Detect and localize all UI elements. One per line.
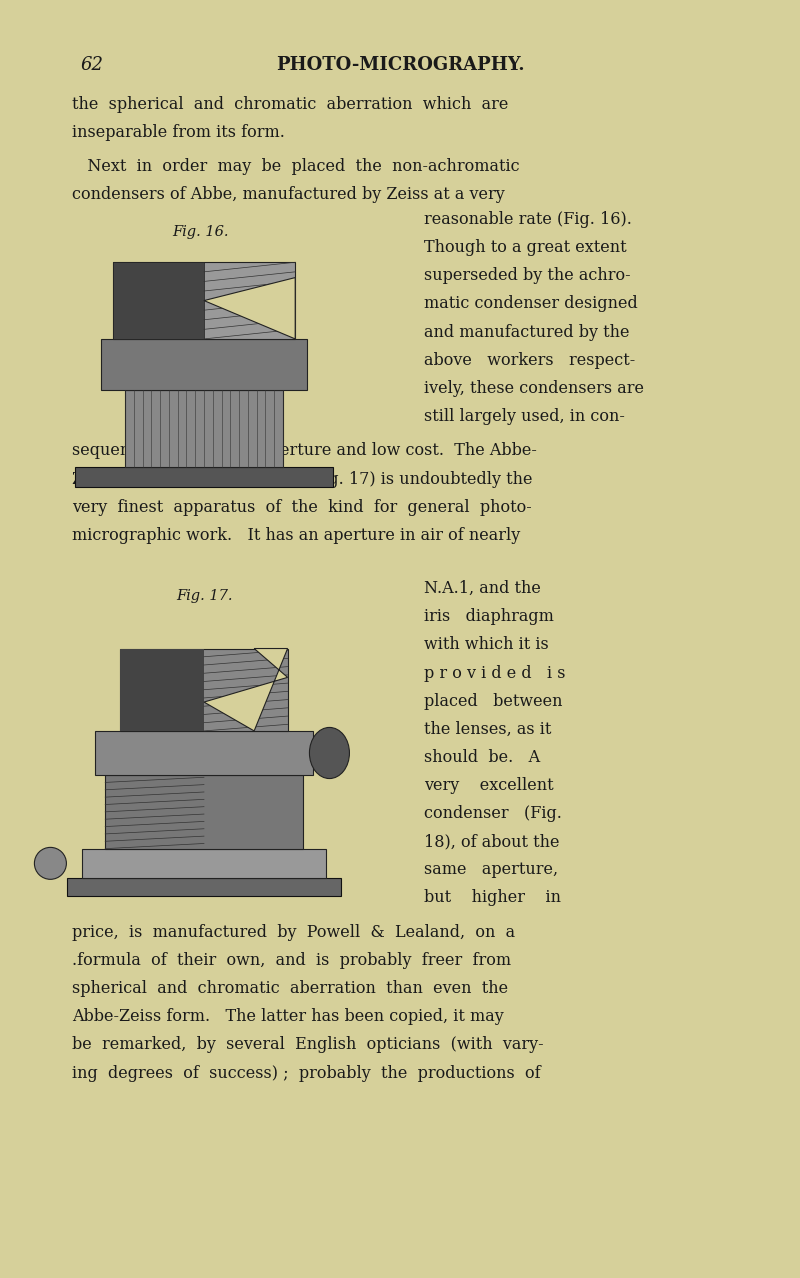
Text: p r o v i d e d   i s: p r o v i d e d i s [424,665,566,681]
Text: condenser   (Fig.: condenser (Fig. [424,805,562,822]
Text: same   aperture,: same aperture, [424,861,558,878]
Bar [67,878,341,896]
Text: and manufactured by the: and manufactured by the [424,323,630,341]
Bar [94,731,314,774]
Text: still largely used, in con-: still largely used, in con- [424,408,625,426]
Bar [113,262,295,339]
Ellipse shape [34,847,66,879]
Text: price,  is  manufactured  by  Powell  &  Lealand,  on  a: price, is manufactured by Powell & Leala… [72,924,515,941]
Text: placed   between: placed between [424,693,562,709]
Bar [82,849,326,878]
Text: ing  degrees  of  success) ;  probably  the  productions  of: ing degrees of success) ; probably the p… [72,1065,541,1081]
Text: very    excellent: very excellent [424,777,554,794]
Bar [125,390,283,466]
Text: sequence of their high aperture and low cost.  The Abbe-: sequence of their high aperture and low … [72,442,537,460]
Ellipse shape [310,727,350,778]
Text: Fig. 16.: Fig. 16. [172,225,228,239]
Text: 18), of about the: 18), of about the [424,833,559,850]
Text: reasonable rate (Fig. 16).: reasonable rate (Fig. 16). [424,211,632,229]
Text: micrographic work.   It has an aperture in air of nearly: micrographic work. It has an aperture in… [72,527,520,544]
Text: spherical  and  chromatic  aberration  than  even  the: spherical and chromatic aberration than … [72,980,508,997]
Text: ively, these condensers are: ively, these condensers are [424,380,644,397]
Text: should  be.   A: should be. A [424,749,540,766]
Text: with which it is: with which it is [424,636,549,653]
Text: 62: 62 [80,56,103,74]
Text: N.A.1, and the: N.A.1, and the [424,580,541,597]
Text: Though to a great extent: Though to a great extent [424,239,626,257]
Text: Fig. 17.: Fig. 17. [176,589,232,603]
Text: .formula  of  their  own,  and  is  probably  freer  from: .formula of their own, and is probably f… [72,952,511,969]
Bar [101,339,307,390]
Text: very  finest  apparatus  of  the  kind  for  general  photo-: very finest apparatus of the kind for ge… [72,498,532,516]
Text: above   workers   respect-: above workers respect- [424,351,635,369]
Text: condensers of Abbe, manufactured by Zeiss at a very: condensers of Abbe, manufactured by Zeis… [72,185,505,203]
PathPatch shape [204,648,288,731]
Text: Abbe-Zeiss form.   The latter has been copied, it may: Abbe-Zeiss form. The latter has been cop… [72,1008,504,1025]
Text: but    higher    in: but higher in [424,889,561,906]
Text: superseded by the achro-: superseded by the achro- [424,267,630,285]
Text: matic condenser designed: matic condenser designed [424,295,638,313]
Text: the lenses, as it: the lenses, as it [424,721,551,737]
Text: PHOTO-MICROGRAPHY.: PHOTO-MICROGRAPHY. [276,56,524,74]
Bar [75,466,333,487]
Bar [120,648,288,731]
Text: inseparable from its form.: inseparable from its form. [72,124,285,141]
Bar [106,774,303,849]
Bar [113,262,204,339]
Text: Zeiss achromatic condenser (Fig. 17) is undoubtedly the: Zeiss achromatic condenser (Fig. 17) is … [72,470,533,488]
Text: be  remarked,  by  several  English  opticians  (with  vary-: be remarked, by several English optician… [72,1036,544,1053]
Bar [120,648,204,731]
Text: the  spherical  and  chromatic  aberration  which  are: the spherical and chromatic aberration w… [72,96,508,112]
Text: iris   diaphragm: iris diaphragm [424,608,554,625]
Text: Next  in  order  may  be  placed  the  non-achromatic: Next in order may be placed the non-achr… [72,157,520,175]
PathPatch shape [204,277,295,339]
